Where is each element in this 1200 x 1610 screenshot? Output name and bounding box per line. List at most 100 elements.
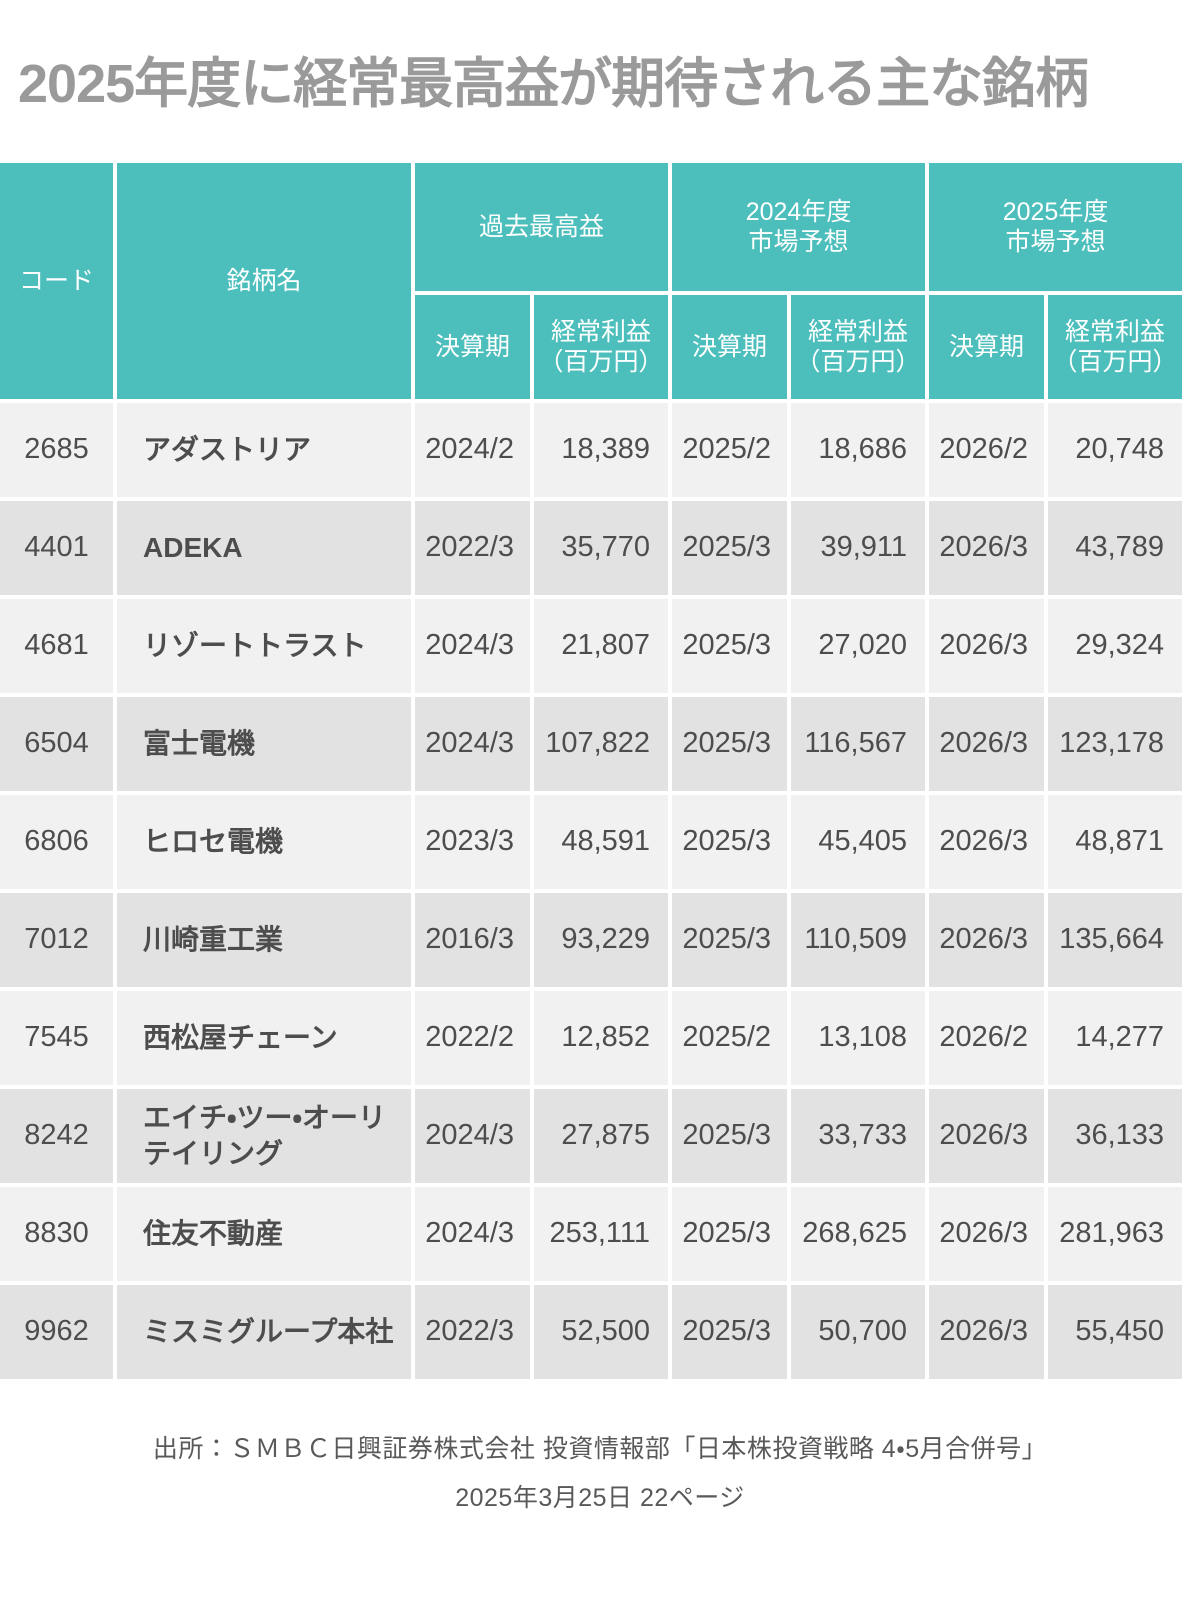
stock-table: コード 銘柄名 過去最高益 2024年度 市場予想 2025年度 市場予想 xyxy=(0,159,1186,1383)
cell-name: ヒロセ電機 xyxy=(117,795,411,889)
header-group-fy2024: 2024年度 市場予想 xyxy=(672,163,926,291)
cell-fy2024-profit: 45,405 xyxy=(791,795,926,889)
cell-past-term: 2024/3 xyxy=(415,697,530,791)
cell-name: エイチ・ツー・オーリテイリング xyxy=(117,1089,411,1183)
cell-code: 7545 xyxy=(0,991,113,1085)
cell-fy2024-profit: 116,567 xyxy=(791,697,926,791)
cell-name: リゾートトラスト xyxy=(117,599,411,693)
cell-fy2025-profit: 43,789 xyxy=(1048,501,1183,595)
cell-code: 9962 xyxy=(0,1285,113,1379)
cell-name: 川崎重工業 xyxy=(117,893,411,987)
cell-fy2025-profit: 29,324 xyxy=(1048,599,1183,693)
cell-code: 6504 xyxy=(0,697,113,791)
cell-fy2025-profit: 123,178 xyxy=(1048,697,1183,791)
cell-code: 2685 xyxy=(0,403,113,497)
cell-code: 4681 xyxy=(0,599,113,693)
header-group-fy2025-line2: 市場予想 xyxy=(1005,228,1106,256)
header-fy2025-profit: 経常利益 （百万円） xyxy=(1048,295,1183,399)
cell-code: 4401 xyxy=(0,501,113,595)
header-group-fy2025: 2025年度 市場予想 xyxy=(929,163,1183,291)
cell-fy2024-profit: 268,625 xyxy=(791,1187,926,1281)
cell-fy2025-term: 2026/3 xyxy=(929,1285,1045,1379)
cell-fy2024-profit: 27,020 xyxy=(791,599,926,693)
cell-past-profit: 35,770 xyxy=(534,501,669,595)
cell-name: ミスミグループ本社 xyxy=(117,1285,411,1379)
cell-past-term: 2022/3 xyxy=(415,1285,530,1379)
cell-fy2025-profit: 36,133 xyxy=(1048,1089,1183,1183)
source-footer: 出所：ＳＭＢＣ日興証券株式会社 投資情報部「日本株投資戦略 4・5月合併号」 2… xyxy=(0,1437,1200,1511)
header-group-fy2024-line1: 2024年度 xyxy=(745,197,852,226)
cell-fy2024-term: 2025/3 xyxy=(672,599,788,693)
cell-fy2025-term: 2026/3 xyxy=(929,1187,1045,1281)
cell-fy2025-term: 2026/3 xyxy=(929,501,1045,595)
cell-past-term: 2023/3 xyxy=(415,795,530,889)
cell-past-profit: 27,875 xyxy=(534,1089,669,1183)
header-name: 銘柄名 xyxy=(117,163,411,399)
source-line-1: 出所：ＳＭＢＣ日興証券株式会社 投資情報部「日本株投資戦略 4・5月合併号」 xyxy=(152,1435,1048,1463)
table-head: コード 銘柄名 過去最高益 2024年度 市場予想 2025年度 市場予想 xyxy=(0,163,1183,399)
cell-past-profit: 93,229 xyxy=(534,893,669,987)
header-past-profit-line2: （百万円） xyxy=(538,348,664,376)
page-title: 2025年度に経常最高益が期待される主な銘柄 xyxy=(18,54,1089,114)
cell-fy2024-term: 2025/3 xyxy=(672,1187,788,1281)
header-past-profit: 経常利益 （百万円） xyxy=(534,295,669,399)
cell-fy2025-term: 2026/2 xyxy=(929,403,1045,497)
cell-fy2024-term: 2025/3 xyxy=(672,1089,788,1183)
cell-fy2025-term: 2026/3 xyxy=(929,893,1045,987)
header-group-fy2025-line1: 2025年度 xyxy=(1002,197,1109,226)
header-fy2024-profit-line2: （百万円） xyxy=(795,348,921,376)
cell-past-profit: 18,389 xyxy=(534,403,669,497)
cell-fy2024-term: 2025/2 xyxy=(672,403,788,497)
cell-past-profit: 21,807 xyxy=(534,599,669,693)
cell-code: 8830 xyxy=(0,1187,113,1281)
cell-fy2024-term: 2025/3 xyxy=(672,893,788,987)
table-row: 9962 ミスミグループ本社 2022/3 52,500 2025/3 50,700 202… xyxy=(0,1285,1183,1379)
table-row: 2685 アダストリア 2024/2 18,389 2025/2 18,686 2026/2… xyxy=(0,403,1183,497)
cell-past-profit: 48,591 xyxy=(534,795,669,889)
cell-fy2025-profit: 135,664 xyxy=(1048,893,1183,987)
cell-past-profit: 253,111 xyxy=(534,1187,669,1281)
cell-fy2024-profit: 50,700 xyxy=(791,1285,926,1379)
header-fy2024-profit: 経常利益 （百万円） xyxy=(791,295,926,399)
cell-code: 6806 xyxy=(0,795,113,889)
cell-fy2025-profit: 20,748 xyxy=(1048,403,1183,497)
cell-past-term: 2024/3 xyxy=(415,1187,530,1281)
cell-past-term: 2022/3 xyxy=(415,501,530,595)
header-past-term: 決算期 xyxy=(415,295,530,399)
table-row: 6806 ヒロセ電機 2023/3 48,591 2025/3 45,405 2026/3 4… xyxy=(0,795,1183,889)
cell-fy2024-profit: 33,733 xyxy=(791,1089,926,1183)
header-past-profit-line1: 経常利益 xyxy=(551,317,652,346)
cell-code: 8242 xyxy=(0,1089,113,1183)
cell-past-profit: 52,500 xyxy=(534,1285,669,1379)
cell-fy2024-term: 2025/3 xyxy=(672,1285,788,1379)
table-row: 4681 リゾートトラスト 2024/3 21,807 2025/3 27,020 2026… xyxy=(0,599,1183,693)
table-row: 7012 川崎重工業 2016/3 93,229 2025/3 110,509 2026/3… xyxy=(0,893,1183,987)
cell-fy2025-profit: 55,450 xyxy=(1048,1285,1183,1379)
header-group-past: 過去最高益 xyxy=(415,163,669,291)
cell-name: ADEKA xyxy=(117,501,411,595)
cell-name: アダストリア xyxy=(117,403,411,497)
table-row: 4401 ADEKA 2022/3 35,770 2025/3 39,911 2026/3 4… xyxy=(0,501,1183,595)
cell-name: 住友不動産 xyxy=(117,1187,411,1281)
table-body: 2685 アダストリア 2024/2 18,389 2025/2 18,686 2026/2… xyxy=(0,403,1183,1379)
table-row: 7545 西松屋チェーン 2022/2 12,852 2025/2 13,108 2026/… xyxy=(0,991,1183,1085)
source-line-2: 2025年3月25日 22ページ xyxy=(455,1484,745,1512)
cell-past-term: 2024/3 xyxy=(415,599,530,693)
cell-fy2025-profit: 14,277 xyxy=(1048,991,1183,1085)
cell-name: 西松屋チェーン xyxy=(117,991,411,1085)
cell-fy2024-profit: 39,911 xyxy=(791,501,926,595)
header-fy2025-profit-line2: （百万円） xyxy=(1052,348,1178,376)
cell-fy2025-profit: 281,963 xyxy=(1048,1187,1183,1281)
cell-fy2025-term: 2026/3 xyxy=(929,1089,1045,1183)
cell-fy2025-term: 2026/3 xyxy=(929,795,1045,889)
cell-code: 7012 xyxy=(0,893,113,987)
cell-past-term: 2024/3 xyxy=(415,1089,530,1183)
header-fy2025-term: 決算期 xyxy=(929,295,1045,399)
cell-name: 富士電機 xyxy=(117,697,411,791)
header-row-groups: コード 銘柄名 過去最高益 2024年度 市場予想 2025年度 市場予想 xyxy=(0,163,1183,399)
header-row-sub: 決算期 経常利益 （百万円） 決算期 経常利益 （百万円） 決算期 経常利益 （… xyxy=(0,295,1183,399)
stock-table-container: コード 銘柄名 過去最高益 2024年度 市場予想 2025年度 市場予想 xyxy=(0,163,1183,1379)
cell-fy2024-term: 2025/3 xyxy=(672,501,788,595)
cell-fy2025-term: 2026/2 xyxy=(929,991,1045,1085)
header-fy2024-term: 決算期 xyxy=(672,295,788,399)
